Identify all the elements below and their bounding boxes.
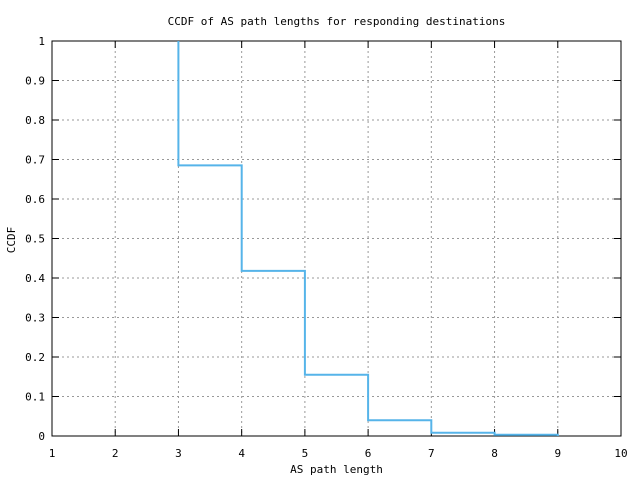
- y-tick-label: 0: [38, 430, 45, 443]
- y-tick-label: 0.4: [25, 272, 45, 285]
- x-tick-label: 3: [175, 447, 182, 460]
- y-tick-label: 0.6: [25, 193, 45, 206]
- chart-title: CCDF of AS path lengths for responding d…: [168, 15, 506, 28]
- x-tick-label: 9: [554, 447, 561, 460]
- x-tick-label: 8: [491, 447, 498, 460]
- x-tick-label: 10: [614, 447, 627, 460]
- x-tick-label: 2: [112, 447, 119, 460]
- x-axis-label: AS path length: [290, 463, 383, 476]
- y-tick-label: 0.1: [25, 391, 45, 404]
- y-tick-label: 0.3: [25, 312, 45, 325]
- y-tick-label: 0.2: [25, 351, 45, 364]
- y-tick-label: 0.8: [25, 114, 45, 127]
- y-tick-labels: 0 0.1 0.2 0.3 0.4 0.5 0.6 0.7 0.8 0.9 1: [25, 35, 45, 443]
- y-tick-label: 0.5: [25, 233, 45, 246]
- x-tick-label: 6: [365, 447, 372, 460]
- x-tick-label: 1: [49, 447, 56, 460]
- y-tick-label: 1: [38, 35, 45, 48]
- x-tick-label: 5: [302, 447, 309, 460]
- plot-border: [51, 40, 622, 437]
- gridlines: [52, 41, 621, 436]
- x-tick-label: 4: [238, 447, 245, 460]
- x-tick-label: 7: [428, 447, 435, 460]
- y-axis-label: CCDF: [5, 227, 18, 254]
- x-tick-labels: 1 2 3 4 5 6 7 8 9 10: [49, 447, 628, 460]
- y-tick-label: 0.9: [25, 75, 45, 88]
- ccdf-step-line: [177, 41, 559, 436]
- y-tick-label: 0.7: [25, 154, 45, 167]
